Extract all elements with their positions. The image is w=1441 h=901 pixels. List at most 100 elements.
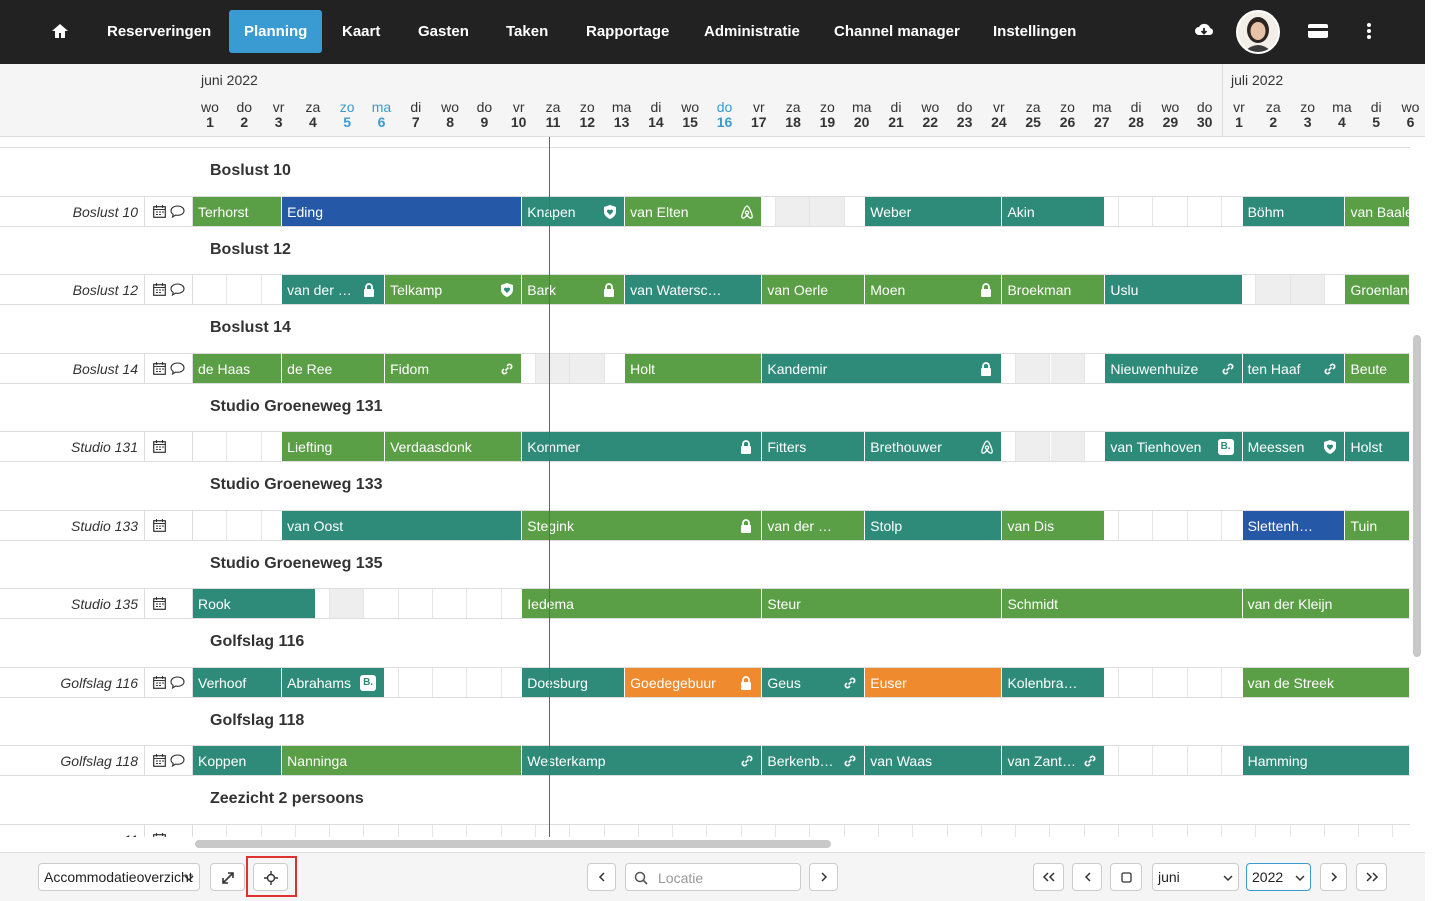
day-cell[interactable] bbox=[570, 824, 605, 837]
reservation-bar[interactable]: Terhorst bbox=[193, 196, 283, 227]
day-cell[interactable] bbox=[1153, 824, 1188, 837]
reservation-bar[interactable]: van Elten bbox=[625, 196, 763, 227]
day-cell[interactable] bbox=[227, 432, 262, 462]
day-cell[interactable] bbox=[1085, 196, 1120, 227]
day-cell[interactable] bbox=[1188, 667, 1222, 698]
expand-button[interactable] bbox=[210, 863, 245, 891]
day-cell[interactable] bbox=[1291, 824, 1325, 837]
year-select[interactable]: 2022 bbox=[1246, 863, 1311, 891]
day-cell[interactable] bbox=[467, 667, 502, 698]
previous-period-button[interactable] bbox=[1072, 863, 1102, 891]
day-cell[interactable] bbox=[1188, 196, 1222, 227]
reservation-bar[interactable]: Groenland bbox=[1345, 275, 1410, 305]
day-cell[interactable] bbox=[1119, 510, 1154, 541]
reservation-bar[interactable]: Steur bbox=[762, 589, 1003, 619]
reservation-bar[interactable]: Westerkamp bbox=[522, 746, 763, 776]
day-cell[interactable] bbox=[536, 353, 571, 384]
reservation-bar[interactable]: de Haas bbox=[193, 353, 283, 384]
comment-icon[interactable] bbox=[170, 204, 185, 218]
unit-label[interactable]: Studio 133 bbox=[0, 510, 145, 541]
comment-icon[interactable] bbox=[170, 675, 185, 689]
day-cell[interactable] bbox=[1085, 824, 1120, 837]
calendar-icon[interactable] bbox=[153, 440, 166, 453]
day-cell[interactable] bbox=[639, 824, 674, 837]
nav-kaart[interactable]: Kaart bbox=[342, 23, 381, 40]
day-cell[interactable] bbox=[982, 432, 1017, 462]
day-cell[interactable] bbox=[433, 667, 468, 698]
reservation-bar[interactable]: Berkenb… bbox=[762, 746, 866, 776]
reservation-bar[interactable]: Telkamp bbox=[385, 275, 523, 305]
unit-label[interactable]: Studio 131 bbox=[0, 432, 145, 462]
day-cell[interactable] bbox=[1394, 825, 1411, 838]
day-cell[interactable] bbox=[502, 353, 536, 384]
day-cell[interactable] bbox=[1222, 824, 1257, 837]
reservation-bar[interactable]: Tuin bbox=[1345, 510, 1410, 541]
reservation-bar[interactable]: van Zant… bbox=[1002, 746, 1106, 776]
reservation-bar[interactable]: de Ree bbox=[282, 353, 386, 384]
reservation-bar[interactable]: van der … bbox=[762, 510, 866, 541]
day-cell[interactable] bbox=[502, 824, 536, 837]
reservation-bar[interactable]: Moen bbox=[865, 275, 1003, 305]
calendar-icon[interactable] bbox=[153, 361, 166, 375]
unit-label[interactable]: Studio 135 bbox=[0, 589, 145, 619]
day-cell[interactable] bbox=[742, 824, 777, 837]
more-vertical-icon[interactable] bbox=[1366, 22, 1372, 40]
day-cell[interactable] bbox=[1016, 824, 1051, 837]
day-cell[interactable] bbox=[1290, 275, 1325, 305]
day-cell[interactable] bbox=[1153, 667, 1188, 698]
day-cell[interactable] bbox=[570, 353, 605, 384]
reservation-bar[interactable]: Akin bbox=[1002, 196, 1106, 227]
center-today-button[interactable] bbox=[253, 863, 288, 891]
reservation-bar[interactable]: Böhm bbox=[1242, 196, 1346, 227]
card-icon[interactable] bbox=[1308, 23, 1328, 39]
reservation-bar[interactable]: Goedegebuur bbox=[625, 667, 763, 698]
nav-taken[interactable]: Taken bbox=[506, 23, 549, 40]
reservation-bar[interactable]: Fitters bbox=[762, 432, 866, 462]
reservation-bar[interactable]: van de Streek bbox=[1242, 667, 1410, 698]
comment-icon[interactable] bbox=[170, 754, 185, 767]
day-cell[interactable] bbox=[605, 824, 639, 837]
day-cell[interactable] bbox=[810, 196, 845, 227]
calendar-icon[interactable] bbox=[153, 832, 166, 837]
nav-reserveringen[interactable]: Reserveringen bbox=[107, 23, 212, 40]
day-cell[interactable] bbox=[227, 510, 262, 541]
unit-label[interactable]: Boslust 10 bbox=[0, 196, 145, 227]
day-cell[interactable] bbox=[1325, 824, 1360, 837]
search-next-button[interactable] bbox=[809, 863, 838, 891]
reservation-bar[interactable]: van Baale bbox=[1345, 196, 1410, 227]
reservation-bar[interactable]: Holst bbox=[1345, 432, 1410, 462]
search-prev-button[interactable] bbox=[587, 863, 616, 891]
reservation-bar[interactable]: Weber bbox=[865, 196, 1003, 227]
location-search-input[interactable]: Locatie bbox=[625, 863, 801, 891]
calendar-icon[interactable] bbox=[153, 518, 166, 532]
day-cell[interactable] bbox=[1016, 353, 1051, 384]
reservation-bar[interactable]: Brethouwer bbox=[865, 432, 1003, 462]
unit-label[interactable]: Boslust 12 bbox=[0, 275, 145, 305]
day-cell[interactable] bbox=[467, 824, 502, 837]
comment-icon[interactable] bbox=[170, 283, 185, 296]
day-cell[interactable] bbox=[536, 824, 571, 837]
day-cell[interactable] bbox=[193, 432, 228, 462]
reservation-bar[interactable]: Kolenbra… bbox=[1002, 667, 1106, 698]
day-cell[interactable] bbox=[1119, 746, 1154, 776]
user-avatar[interactable] bbox=[1236, 10, 1280, 54]
reservation-bar[interactable]: Holt bbox=[625, 353, 763, 384]
day-cell[interactable] bbox=[879, 824, 914, 837]
day-cell[interactable] bbox=[193, 824, 228, 837]
nav-rapportage[interactable]: Rapportage bbox=[586, 23, 670, 40]
day-cell[interactable] bbox=[1359, 824, 1394, 837]
day-cell[interactable] bbox=[433, 589, 468, 619]
day-cell[interactable] bbox=[982, 353, 1017, 384]
day-cell[interactable] bbox=[776, 196, 811, 227]
reservation-bar[interactable]: Uslu bbox=[1105, 275, 1243, 305]
calendar-icon[interactable] bbox=[153, 283, 166, 296]
reservation-bar[interactable]: Nieuwenhuize bbox=[1105, 353, 1243, 384]
day-cell[interactable] bbox=[330, 589, 365, 619]
calendar-icon[interactable] bbox=[153, 204, 166, 218]
day-cell[interactable] bbox=[913, 824, 948, 837]
comment-icon[interactable] bbox=[170, 361, 185, 375]
day-cell[interactable] bbox=[365, 667, 399, 698]
day-cell[interactable] bbox=[1153, 746, 1188, 776]
first-period-button[interactable] bbox=[1033, 863, 1064, 891]
reservation-bar[interactable]: van Oerle bbox=[762, 275, 866, 305]
